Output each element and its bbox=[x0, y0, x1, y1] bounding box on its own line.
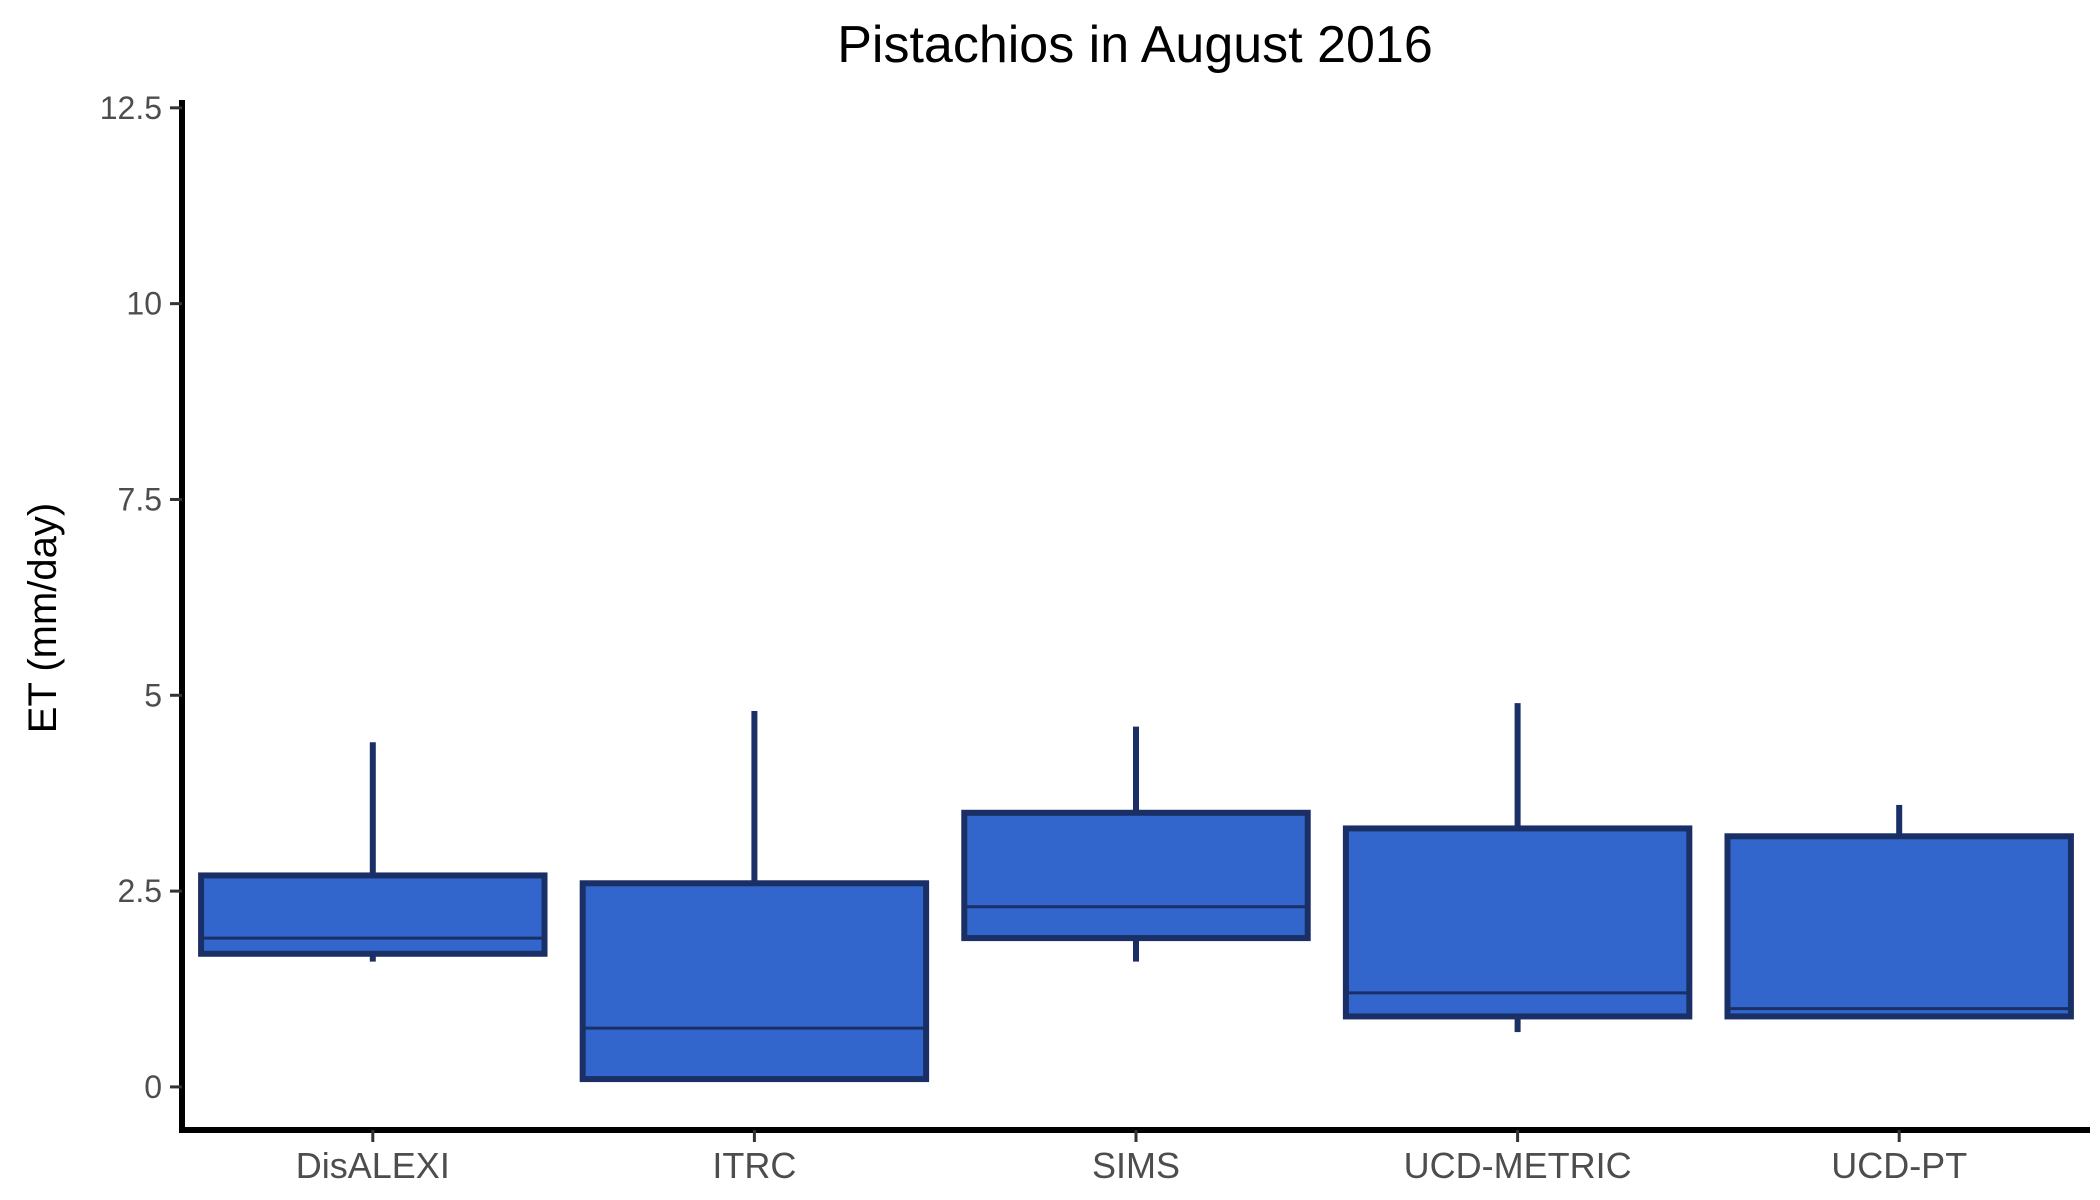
box-iqr bbox=[198, 872, 548, 957]
y-tick-label: 5 bbox=[144, 677, 162, 713]
box-iqr bbox=[579, 880, 930, 1083]
box-ucd-pt bbox=[1724, 804, 2074, 1020]
box-disalexi bbox=[198, 742, 548, 962]
y-tick-label: 7.5 bbox=[118, 481, 162, 517]
plot-area: 0 2.5 5 7.5 10 12.5 DisALEXI ITRC SIMS UCD-METRIC… bbox=[100, 90, 2090, 1186]
y-tick-label: 12.5 bbox=[100, 90, 162, 126]
box-sims bbox=[961, 726, 1311, 962]
y-tick-label: 0 bbox=[144, 1069, 162, 1105]
x-tick-label: ITRC bbox=[712, 1145, 796, 1186]
box-iqr bbox=[1724, 833, 2074, 1020]
box-ucd-metric bbox=[1342, 703, 1693, 1033]
y-tick-label: 10 bbox=[126, 286, 162, 322]
y-axis-label: ET (mm/day) bbox=[21, 503, 65, 733]
x-tick-label: DisALEXI bbox=[296, 1145, 450, 1186]
box-iqr bbox=[961, 809, 1311, 942]
y-tick-label: 2.5 bbox=[118, 873, 162, 909]
box-iqr bbox=[1342, 825, 1693, 1020]
x-tick-label: UCD-METRIC bbox=[1404, 1145, 1632, 1186]
x-tick-label: SIMS bbox=[1092, 1145, 1180, 1186]
chart-title: Pistachios in August 2016 bbox=[837, 16, 1433, 74]
x-tick-label: UCD-PT bbox=[1831, 1145, 1967, 1186]
box-itrc bbox=[579, 710, 930, 1083]
